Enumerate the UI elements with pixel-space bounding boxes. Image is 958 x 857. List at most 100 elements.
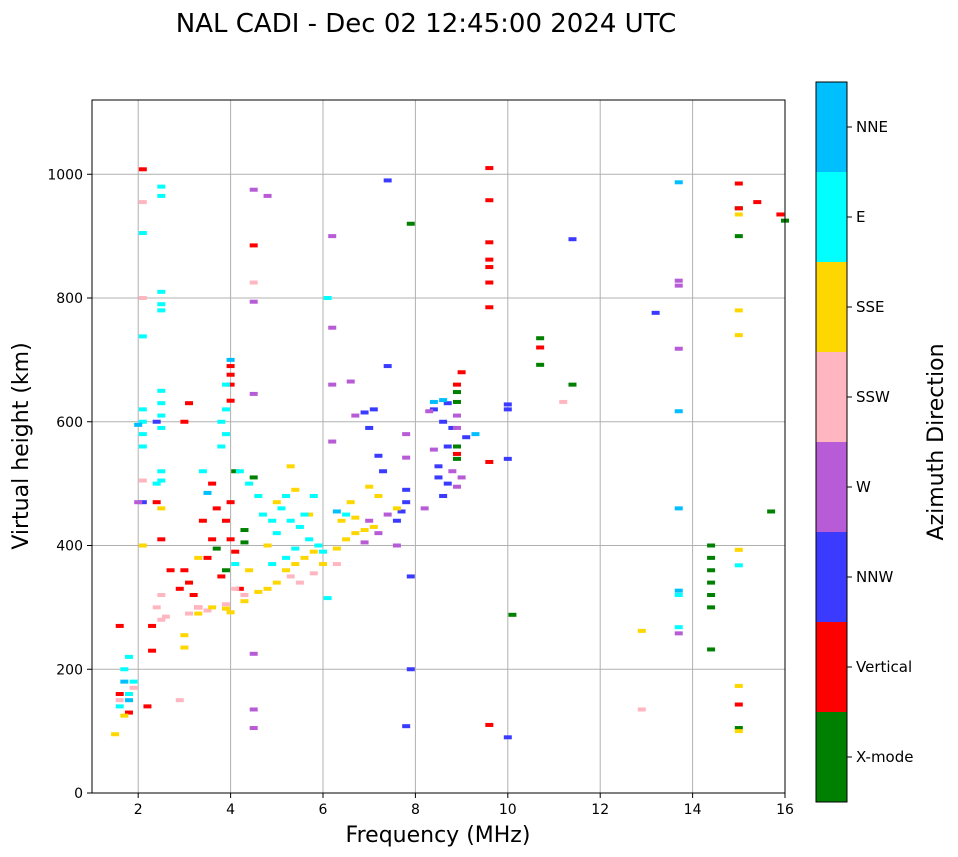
data-point [129,685,138,690]
colorbar-tick-label: SSE [856,298,885,316]
data-point [115,698,124,703]
data-point [402,487,411,492]
data-point [138,407,147,412]
data-point [291,487,300,492]
data-point [429,447,438,452]
data-point [138,167,147,172]
data-point [258,512,267,517]
colorbar-segment [816,442,847,532]
data-point [212,546,221,551]
colorbar-tick-label: Vertical [856,658,912,676]
data-point [360,410,369,415]
data-point [369,524,378,529]
data-point [674,625,683,630]
data-point [282,568,291,573]
data-point [226,398,235,403]
data-point [637,707,646,712]
data-point [231,586,240,591]
data-point [245,568,254,573]
data-point [328,382,337,387]
x-axis-label: Frequency (MHz) [346,823,531,848]
data-point [328,325,337,330]
data-point [734,212,743,217]
data-point [485,265,494,270]
data-point [319,562,327,567]
data-point [249,280,258,285]
data-point [734,726,743,731]
data-point [707,555,716,560]
data-point [342,512,351,517]
data-point [203,490,212,495]
data-point [115,692,124,696]
data-point [157,617,166,622]
data-point [379,469,388,474]
data-point [420,506,429,511]
data-point [568,382,577,387]
data-point [309,571,318,576]
data-point [240,599,249,604]
data-point [503,402,512,407]
x-tick-label: 6 [319,802,328,818]
data-point [157,593,166,597]
data-point [328,234,337,239]
data-point [221,602,230,607]
data-point [439,419,448,424]
data-point [115,704,124,709]
colorbar-segment [816,352,847,442]
data-point [231,549,240,554]
data-point [707,593,716,597]
data-point [707,568,716,573]
series-x-mode [212,206,789,731]
data-point [485,198,494,203]
data-point [392,506,401,511]
data-point [448,425,457,430]
data-point [351,413,360,418]
data-point [157,506,166,511]
data-point [674,631,683,636]
data-point [471,432,480,437]
data-point [776,212,785,217]
data-point [332,509,341,514]
data-point [342,537,351,542]
data-point [452,456,461,461]
data-point [309,494,318,498]
data-point [651,310,660,315]
data-point [753,200,762,205]
data-point [272,531,281,536]
data-point [226,357,235,362]
data-point [346,379,355,384]
data-point [157,308,166,313]
data-point [392,543,401,548]
data-point [245,481,254,486]
colorbar-segment [816,172,847,262]
data-point [115,623,124,628]
colorbar-segment [816,712,847,802]
data-point [295,524,304,529]
data-point [134,500,143,505]
data-point [429,407,438,412]
data-point [485,257,494,262]
data-point [452,382,461,387]
data-point [457,370,466,375]
data-point [485,305,494,310]
data-point [254,589,263,594]
data-point [208,605,217,610]
data-point [161,614,170,619]
data-point [148,623,157,628]
data-point [217,419,226,424]
data-point [221,518,230,523]
data-point [249,391,258,396]
data-point [249,299,258,304]
series-e [115,184,743,709]
y-tick-label: 800 [56,291,83,307]
data-point [319,549,327,554]
data-point [429,399,438,404]
data-point [152,419,161,424]
data-point [180,419,189,424]
data-point [217,574,226,579]
data-point [157,413,166,418]
data-point [249,475,258,480]
data-point [485,280,494,285]
data-point [323,296,332,300]
data-point [277,506,286,511]
